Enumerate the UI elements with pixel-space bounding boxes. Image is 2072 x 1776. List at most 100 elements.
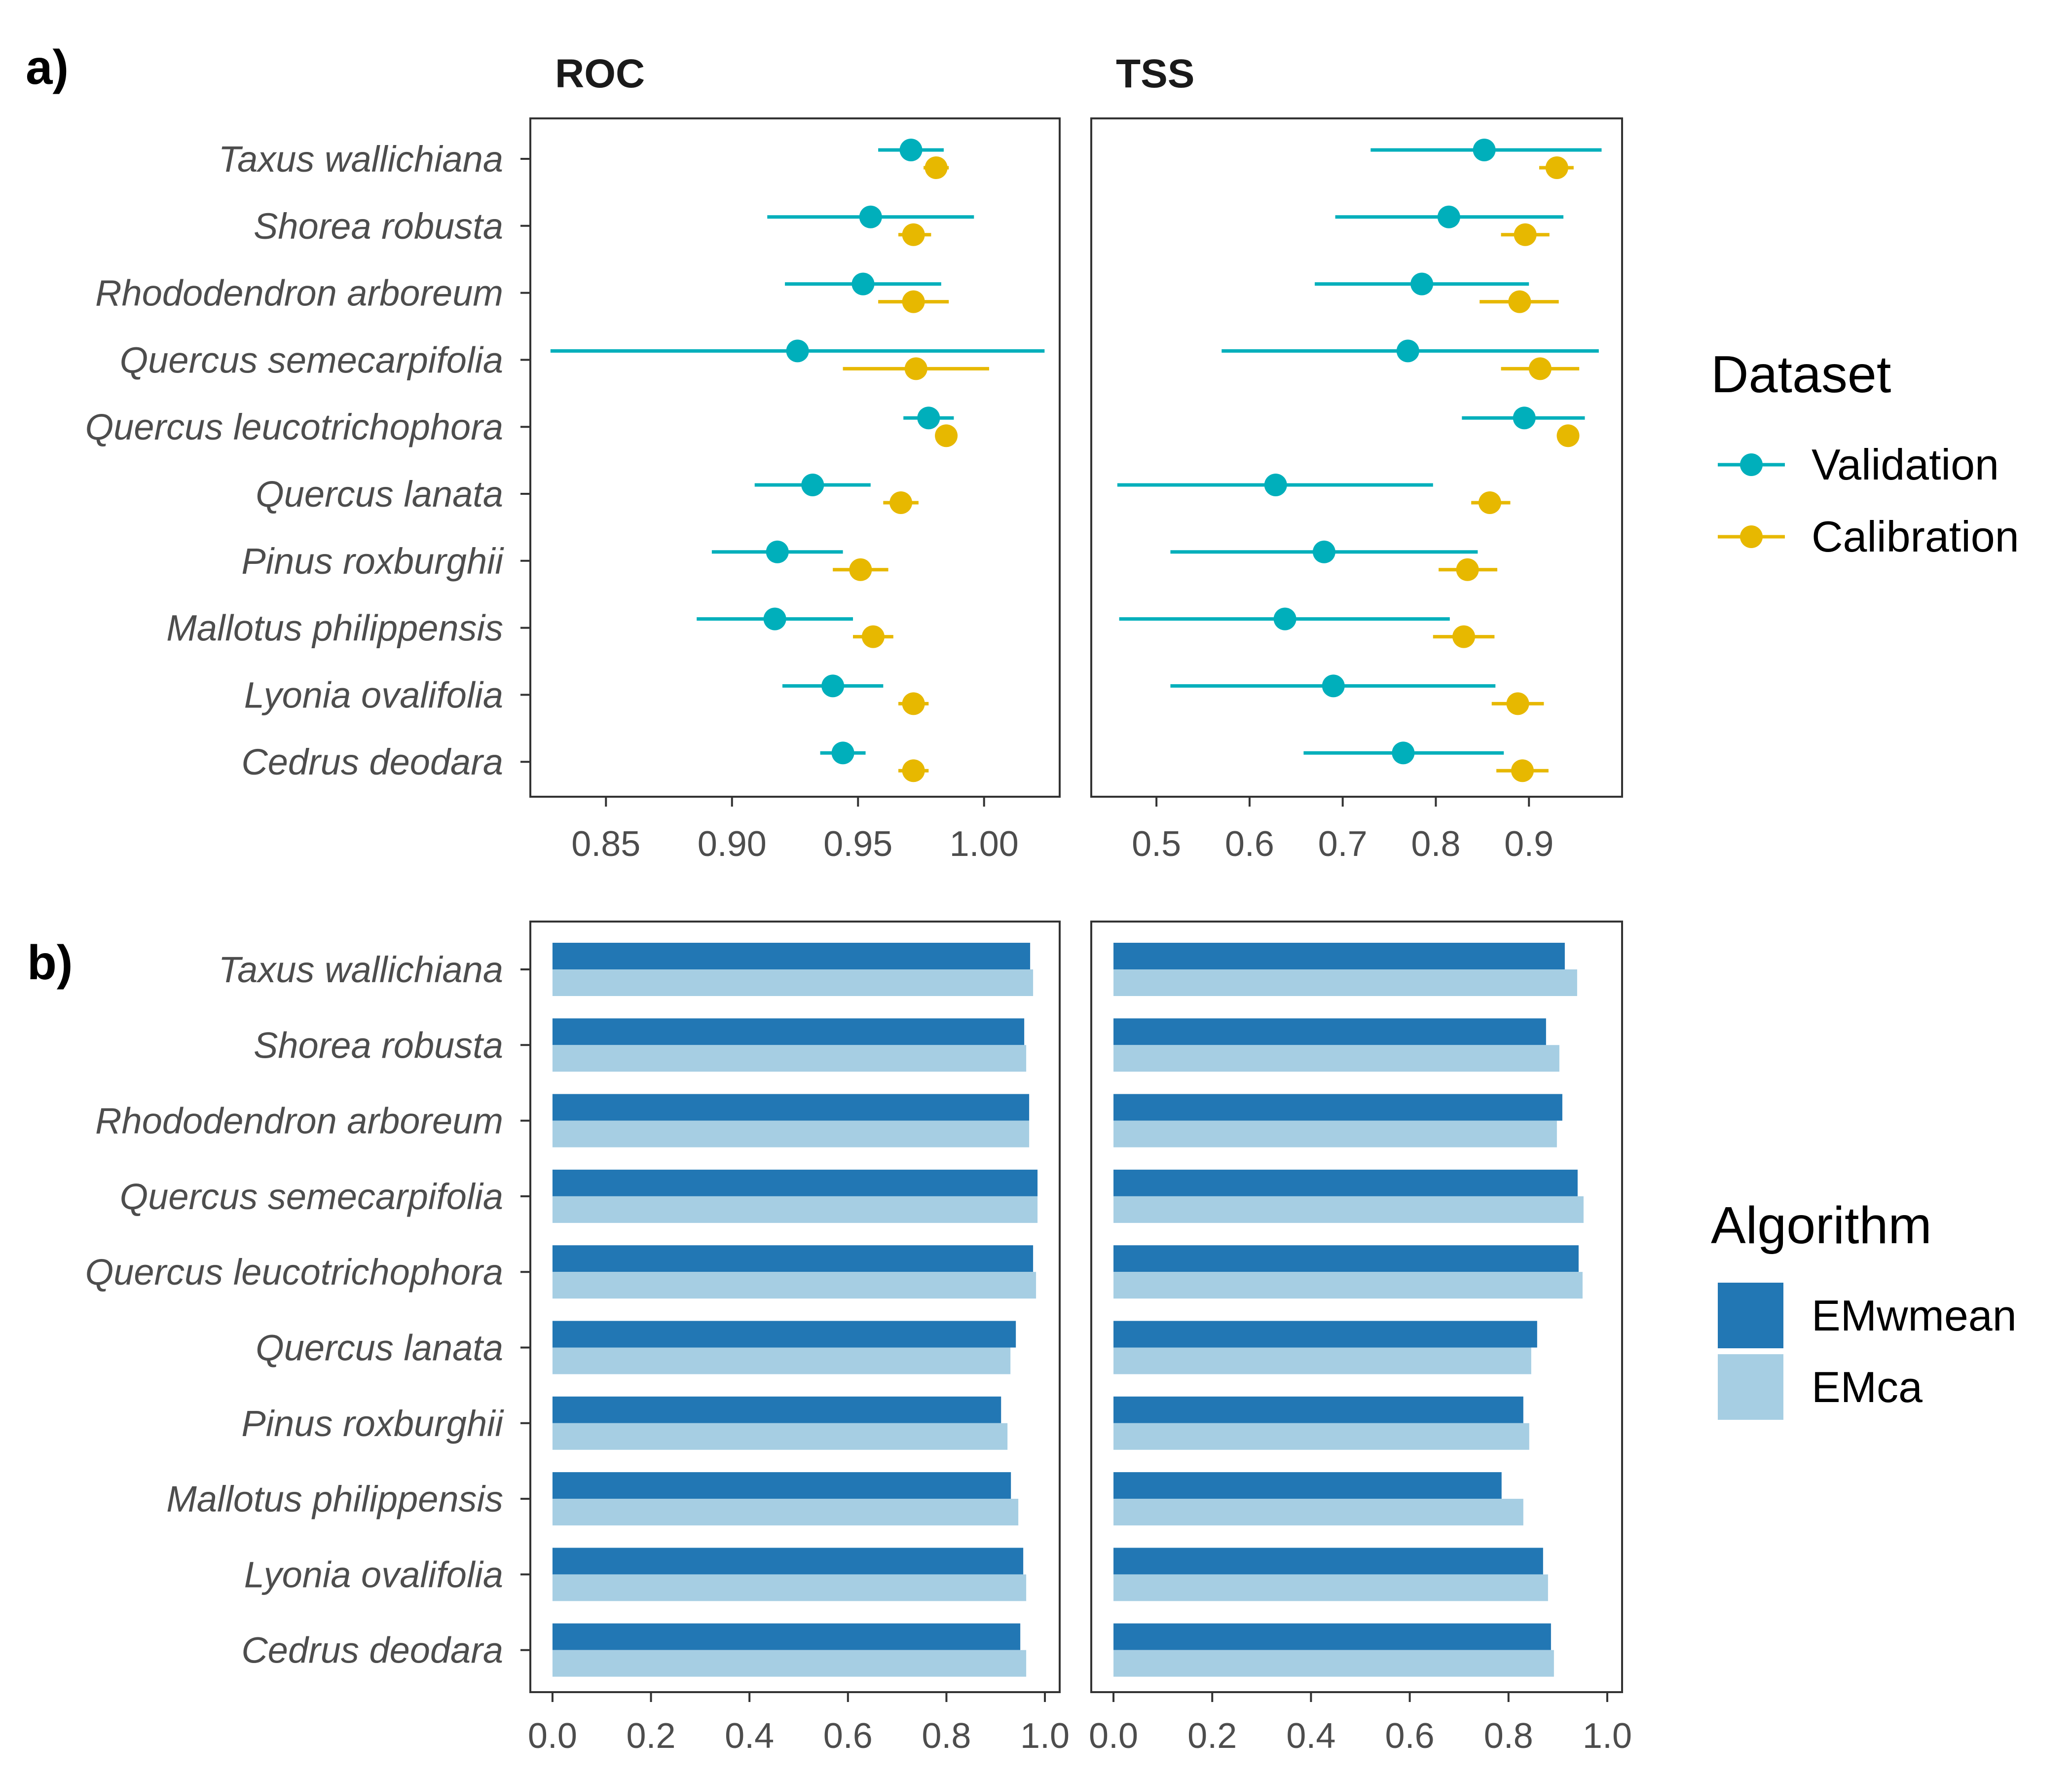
b-tss-emwmean-bar-taxus-wallichiana xyxy=(1113,943,1565,969)
a-tss-validation-point-rhododendron-arboreum xyxy=(1410,272,1434,296)
a-roc-validation-point-quercus-lanata xyxy=(801,474,824,496)
b-roc-x-tick-label-0-4: 0.4 xyxy=(725,1716,774,1756)
b-roc-y-label-lyonia-ovalifolia: Lyonia ovalifolia xyxy=(244,1554,503,1595)
b-tss-panel-border xyxy=(1090,921,1623,1693)
a-roc-calibration-point-mallotus-philippensis xyxy=(861,625,885,648)
a-roc-validation-point-quercus-leucotrichophora xyxy=(917,407,940,430)
b-tss-emwmean-bar-lyonia-ovalifolia xyxy=(1113,1548,1543,1575)
b-roc-emca-bar-rhododendron-arboreum xyxy=(552,1120,1030,1147)
b-tss-emwmean-bar-quercus-leucotrichophora xyxy=(1113,1245,1579,1272)
b-roc-emca-bar-lyonia-ovalifolia xyxy=(552,1574,1027,1601)
a-roc-validation-point-pinus-roxburghii xyxy=(766,540,789,563)
b-tss-x-tick-label-0-6: 0.6 xyxy=(1385,1716,1435,1756)
a-roc-y-label-lyonia-ovalifolia: Lyonia ovalifolia xyxy=(244,674,503,715)
b-roc-emwmean-bar-rhododendron-arboreum xyxy=(552,1094,1030,1121)
b-roc-y-label-rhododendron-arboreum: Rhododendron arboreum xyxy=(95,1101,503,1142)
a-tss-x-tick-label-0-7: 0.7 xyxy=(1318,824,1368,864)
b-tss-emwmean-bar-shorea-robusta xyxy=(1113,1018,1546,1045)
b-tss-emca-bar-lyonia-ovalifolia xyxy=(1113,1574,1548,1601)
b-tss-emca-bar-quercus-lanata xyxy=(1113,1347,1531,1374)
b-tss-emwmean-bar-pinus-roxburghii xyxy=(1113,1396,1523,1423)
a-tss-facet: TSS 0.5 0.6 0.7 0.8 0.9 xyxy=(1090,51,1623,864)
a-tss-calibration-point-quercus-lanata xyxy=(1478,491,1501,514)
a-roc-x-tick-label-0-85: 0.85 xyxy=(571,824,640,864)
b-roc-x-tick-label-0-0: 0.0 xyxy=(528,1716,577,1756)
a-roc-validation-point-lyonia-ovalifolia xyxy=(821,674,845,698)
a-roc-x-tick-label-1-00: 1.00 xyxy=(950,824,1019,864)
a-tss-validation-point-lyonia-ovalifolia xyxy=(1322,674,1345,698)
a-roc-calibration-point-shorea-robusta xyxy=(902,223,925,246)
a-tss-calibration-point-mallotus-philippensis xyxy=(1452,625,1476,648)
b-roc-y-label-taxus-wallichiana: Taxus wallichiana xyxy=(219,949,503,990)
b-roc-y-label-cedrus-deodara: Cedrus deodara xyxy=(241,1630,503,1671)
b-roc-y-label-pinus-roxburghii: Pinus roxburghii xyxy=(241,1403,504,1444)
a-tss-strip-title: TSS xyxy=(1116,51,1194,96)
a-roc-calibration-point-quercus-leucotrichophora xyxy=(935,424,958,447)
a-tss-calibration-point-lyonia-ovalifolia xyxy=(1506,692,1529,715)
b-tss-x-tick-label-0-0: 0.0 xyxy=(1089,1716,1138,1756)
b-roc-emwmean-bar-shorea-robusta xyxy=(552,1018,1025,1045)
b-roc-emca-bar-cedrus-deodara xyxy=(552,1650,1027,1677)
b-roc-y-label-quercus-lanata: Quercus lanata xyxy=(256,1328,503,1369)
legend-algorithm: Algorithm EMwmean EMca xyxy=(1711,1196,2017,1420)
b-roc-y-label-mallotus-philippensis: Mallotus philippensis xyxy=(166,1479,503,1519)
b-tss-x-tick-label-0-8: 0.8 xyxy=(1484,1716,1533,1756)
b-roc-x-tick-label-0-8: 0.8 xyxy=(922,1716,971,1756)
a-tss-x-tick-label-0-8: 0.8 xyxy=(1411,824,1460,864)
a-roc-y-label-shorea-robusta: Shorea robusta xyxy=(254,206,503,247)
a-tss-panel-border xyxy=(1090,117,1623,798)
b-roc-emca-bar-shorea-robusta xyxy=(552,1045,1027,1072)
a-tss-validation-point-shorea-robusta xyxy=(1437,205,1460,228)
b-roc-x-tick-label-0-2: 0.2 xyxy=(626,1716,675,1756)
b-tss-emca-bar-pinus-roxburghii xyxy=(1113,1423,1529,1450)
panel-b-label: b) xyxy=(27,935,73,990)
a-roc-validation-point-shorea-robusta xyxy=(859,205,882,228)
b-roc-x-tick-label-1-0: 1.0 xyxy=(1020,1716,1070,1756)
b-roc-emca-bar-quercus-lanata xyxy=(552,1347,1011,1374)
b-tss-emca-bar-taxus-wallichiana xyxy=(1113,969,1577,996)
b-roc-emwmean-bar-pinus-roxburghii xyxy=(552,1396,1001,1423)
legend-emwmean-swatch xyxy=(1718,1283,1783,1348)
a-roc-y-label-taxus-wallichiana: Taxus wallichiana xyxy=(219,139,503,180)
a-tss-validation-point-quercus-leucotrichophora xyxy=(1513,407,1536,430)
a-roc-x-tick-label-0-90: 0.90 xyxy=(698,824,767,864)
b-tss-emca-bar-mallotus-philippensis xyxy=(1113,1499,1523,1526)
a-roc-y-label-quercus-leucotrichophora: Quercus leucotrichophora xyxy=(85,407,503,447)
a-tss-x-tick-label-0-9: 0.9 xyxy=(1504,824,1554,864)
b-roc-emwmean-bar-cedrus-deodara xyxy=(552,1623,1021,1650)
a-tss-validation-point-quercus-semecarpifolia xyxy=(1396,339,1419,363)
a-roc-panel-border xyxy=(529,117,1061,798)
panel-a-dot-plots: ROC Taxus wallichiana Shorea robusta Rhodod… xyxy=(85,51,1623,864)
legend-calibration-label: Calibration xyxy=(1812,512,2019,561)
legend-emca-swatch xyxy=(1718,1354,1783,1420)
legend-validation-dot xyxy=(1740,453,1763,476)
b-roc-emca-bar-mallotus-philippensis xyxy=(552,1499,1019,1526)
b-tss-emwmean-bar-quercus-lanata xyxy=(1113,1321,1537,1348)
b-roc-panel-border xyxy=(529,921,1061,1693)
b-roc-y-label-quercus-leucotrichophora: Quercus leucotrichophora xyxy=(85,1252,503,1293)
a-roc-validation-point-rhododendron-arboreum xyxy=(851,272,875,296)
b-tss-x-tick-label-0-4: 0.4 xyxy=(1286,1716,1335,1756)
b-tss-emwmean-bar-quercus-semecarpifolia xyxy=(1113,1169,1578,1196)
b-tss-emwmean-bar-cedrus-deodara xyxy=(1113,1623,1551,1650)
b-roc-emca-bar-quercus-leucotrichophora xyxy=(552,1272,1036,1299)
b-tss-x-tick-label-0-2: 0.2 xyxy=(1187,1716,1237,1756)
b-roc-emca-bar-quercus-semecarpifolia xyxy=(552,1196,1038,1223)
a-tss-validation-point-pinus-roxburghii xyxy=(1312,540,1335,563)
b-tss-emca-bar-shorea-robusta xyxy=(1113,1045,1559,1072)
a-tss-validation-point-mallotus-philippensis xyxy=(1273,607,1296,630)
b-tss-emwmean-bar-mallotus-philippensis xyxy=(1113,1472,1502,1499)
b-tss-facet: 0.0 0.2 0.4 0.6 0.8 1.0 xyxy=(1089,921,1632,1756)
b-roc-facet: Taxus wallichiana Shorea robusta Rhododend… xyxy=(85,921,1070,1756)
legend-dataset-title: Dataset xyxy=(1711,345,1891,404)
b-tss-emwmean-bar-rhododendron-arboreum xyxy=(1113,1094,1562,1121)
b-roc-emwmean-bar-mallotus-philippensis xyxy=(552,1472,1011,1499)
a-roc-y-label-rhododendron-arboreum: Rhododendron arboreum xyxy=(95,273,503,314)
legend-dataset: Dataset Validation Calibration xyxy=(1711,345,2019,561)
b-roc-emwmean-bar-lyonia-ovalifolia xyxy=(552,1548,1024,1575)
a-roc-x-tick-label-0-95: 0.95 xyxy=(823,824,892,864)
b-tss-emca-bar-rhododendron-arboreum xyxy=(1113,1120,1557,1147)
a-roc-calibration-point-quercus-lanata xyxy=(889,491,913,514)
b-roc-emca-bar-taxus-wallichiana xyxy=(552,969,1034,996)
a-roc-y-label-quercus-semecarpifolia: Quercus semecarpifolia xyxy=(120,339,503,380)
